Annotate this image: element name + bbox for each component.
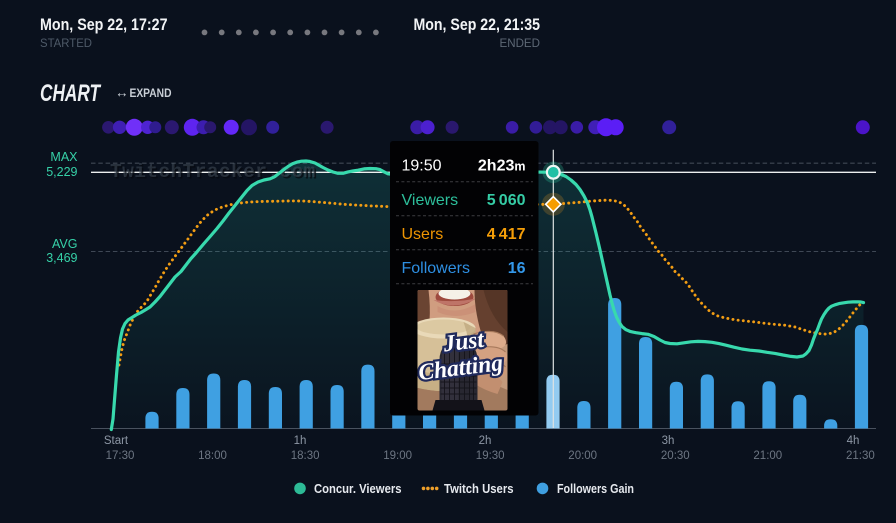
svg-text:Twitch Users: Twitch Users: [444, 482, 514, 496]
svg-text:20:00: 20:00: [568, 450, 597, 462]
svg-text:17:30: 17:30: [106, 450, 135, 462]
svg-text:2h23m: 2h23m: [478, 158, 526, 175]
svg-text:MAX: MAX: [50, 150, 78, 164]
svg-text:CHART: CHART: [40, 80, 101, 107]
svg-text:5 060: 5 060: [487, 192, 526, 209]
svg-text:19:30: 19:30: [476, 450, 505, 462]
svg-text:20:30: 20:30: [661, 450, 690, 462]
svg-text:2h: 2h: [479, 435, 492, 447]
svg-text:Viewers: Viewers: [402, 192, 459, 209]
svg-text:1h: 1h: [294, 435, 307, 447]
svg-text:19:00: 19:00: [383, 450, 412, 462]
svg-text:Mon, Sep 22, 21:35: Mon, Sep 22, 21:35: [414, 16, 541, 34]
svg-text:21:30: 21:30: [846, 450, 875, 462]
svg-text:18:00: 18:00: [198, 450, 227, 462]
svg-text:STARTED: STARTED: [40, 38, 92, 50]
svg-text:19:50: 19:50: [402, 158, 442, 175]
svg-text:3h: 3h: [662, 435, 675, 447]
svg-text:↔: ↔: [115, 85, 129, 100]
svg-text:ENDED: ENDED: [500, 38, 541, 50]
svg-text:18:30: 18:30: [291, 450, 320, 462]
svg-text:Followers: Followers: [402, 260, 470, 277]
svg-text:4h: 4h: [847, 435, 860, 447]
svg-text:AVG: AVG: [52, 237, 77, 251]
svg-text:Concur. Viewers: Concur. Viewers: [314, 482, 402, 496]
svg-text:TwitchTracker.com: TwitchTracker.com: [110, 161, 316, 183]
svg-text:4 417: 4 417: [487, 226, 526, 243]
svg-text:3,469: 3,469: [46, 251, 77, 265]
svg-text:EXPAND: EXPAND: [130, 88, 172, 100]
svg-text:Mon, Sep 22, 17:27: Mon, Sep 22, 17:27: [40, 16, 168, 34]
svg-text:5,229: 5,229: [46, 165, 77, 179]
svg-text:Users: Users: [402, 226, 444, 243]
svg-text:Followers Gain: Followers Gain: [557, 482, 634, 496]
svg-text:Start: Start: [104, 435, 129, 447]
svg-text:Just: Just: [441, 327, 487, 358]
svg-text:16: 16: [508, 260, 526, 277]
svg-text:21:00: 21:00: [753, 450, 782, 462]
